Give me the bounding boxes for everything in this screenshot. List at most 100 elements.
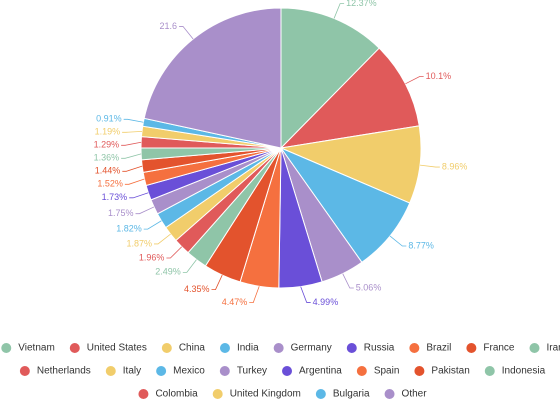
data-label: 1.19% xyxy=(95,127,121,137)
legend-label: Netherlands xyxy=(37,366,91,377)
leader-line xyxy=(342,273,354,289)
data-label: 0.91% xyxy=(96,114,122,124)
legend-swatch xyxy=(346,343,357,353)
legend-label: Other xyxy=(402,389,428,400)
legend-item: Pakistan xyxy=(414,366,470,377)
pie-slice xyxy=(280,7,380,150)
legend-item: Bulgaria xyxy=(315,389,370,400)
leader-line xyxy=(122,130,143,133)
legend-label: Italy xyxy=(123,366,141,377)
legend-label: Argentina xyxy=(299,366,342,377)
legend-label: United States xyxy=(87,343,147,354)
legend-swatch xyxy=(529,343,540,353)
leader-line xyxy=(121,141,142,146)
legend-item: Netherlands xyxy=(19,366,91,377)
legend-item: Brazil xyxy=(409,343,451,354)
legend-swatch xyxy=(315,389,326,399)
legend-swatch xyxy=(219,366,230,376)
legend-label: France xyxy=(483,343,515,354)
legend-item: Vietnam xyxy=(1,343,55,354)
data-label: 1.44% xyxy=(95,166,121,176)
legend-swatch xyxy=(19,366,30,376)
leader-line xyxy=(182,259,197,273)
leader-line xyxy=(129,192,149,199)
legend-swatch xyxy=(414,366,425,376)
legend-item: Italy xyxy=(105,366,141,377)
legend-label: Indonesia xyxy=(502,366,546,377)
legend-item: Russia xyxy=(346,343,395,354)
data-label: 21.6 xyxy=(160,21,178,31)
legend-item: India xyxy=(219,343,259,354)
legend-label: Germany xyxy=(291,343,332,354)
legend-item: Indonesia xyxy=(484,366,546,377)
leader-line xyxy=(143,220,162,230)
data-label: 1.96% xyxy=(139,252,165,262)
legend-item: Turkey xyxy=(219,366,267,377)
data-label: 1.87% xyxy=(126,238,152,248)
legend-item: France xyxy=(466,343,515,354)
legend-item: Spain xyxy=(356,366,400,377)
legend-label: Turkey xyxy=(237,366,267,377)
legend-swatch xyxy=(138,389,149,399)
leader-line xyxy=(124,178,145,185)
data-label: 4.99% xyxy=(313,297,339,307)
legend-swatch xyxy=(156,366,167,376)
legend-swatch xyxy=(409,343,420,353)
legend-label: Bulgaria xyxy=(333,389,370,400)
data-label: 10.1% xyxy=(426,71,452,81)
legend-item: Other xyxy=(384,389,428,400)
leader-line xyxy=(389,235,407,247)
legend-swatch xyxy=(212,389,223,399)
leader-line xyxy=(405,76,424,85)
data-label: 8.96% xyxy=(442,161,468,171)
leader-line xyxy=(135,206,155,215)
legend-item: China xyxy=(161,343,206,354)
legend-item: Germany xyxy=(273,343,332,354)
legend-item: United States xyxy=(69,343,147,354)
legend-label: Vietnam xyxy=(18,343,55,354)
data-label: 1.36% xyxy=(94,153,120,163)
data-label: 1.75% xyxy=(108,208,134,218)
data-label: 2.49% xyxy=(155,267,181,277)
data-label: 5.06% xyxy=(356,282,382,292)
data-label: 4.35% xyxy=(184,284,210,294)
leader-line xyxy=(123,118,144,123)
legend: Vietnam United States China India Germany Rus… xyxy=(1,343,560,400)
data-label: 4.47% xyxy=(222,297,248,307)
legend-label: Iran xyxy=(547,343,560,354)
leader-line xyxy=(179,26,194,40)
legend-label: Russia xyxy=(364,343,395,354)
legend-swatch xyxy=(282,366,293,376)
pie: 12.37% 10.1% 8.96% 8.77% 5.06% 4.99% 21.6 0.91%… xyxy=(94,0,468,307)
legend-swatch xyxy=(484,366,495,376)
legend-label: United Kingdom xyxy=(230,389,301,400)
data-label: 1.52% xyxy=(97,179,123,189)
legend-label: Mexico xyxy=(173,366,205,377)
legend-swatch xyxy=(273,343,284,353)
leader-line xyxy=(300,286,311,303)
legend-label: India xyxy=(237,343,259,354)
leader-line xyxy=(419,164,440,168)
leader-line xyxy=(122,165,143,172)
legend-swatch xyxy=(69,343,80,353)
leader-line xyxy=(166,246,183,259)
legend-swatch xyxy=(356,366,367,376)
legend-swatch xyxy=(105,366,116,376)
legend-swatch xyxy=(466,343,477,353)
legend-swatch xyxy=(219,343,230,353)
data-label: 12.37% xyxy=(346,0,377,8)
data-label: 8.77% xyxy=(408,240,434,250)
leader-line xyxy=(211,274,223,290)
legend-item: Mexico xyxy=(156,366,205,377)
legend-item: United Kingdom xyxy=(212,389,301,400)
legend-item: Iran xyxy=(529,343,560,354)
legend-label: Colombia xyxy=(155,389,198,400)
legend-label: China xyxy=(179,343,206,354)
legend-swatch xyxy=(161,343,172,353)
data-label: 1.82% xyxy=(116,223,142,233)
data-label: 1.73% xyxy=(102,192,128,202)
data-label: 1.29% xyxy=(94,140,120,150)
legend-label: Spain xyxy=(374,366,400,377)
legend-swatch xyxy=(1,343,12,353)
leader-line xyxy=(249,286,260,303)
